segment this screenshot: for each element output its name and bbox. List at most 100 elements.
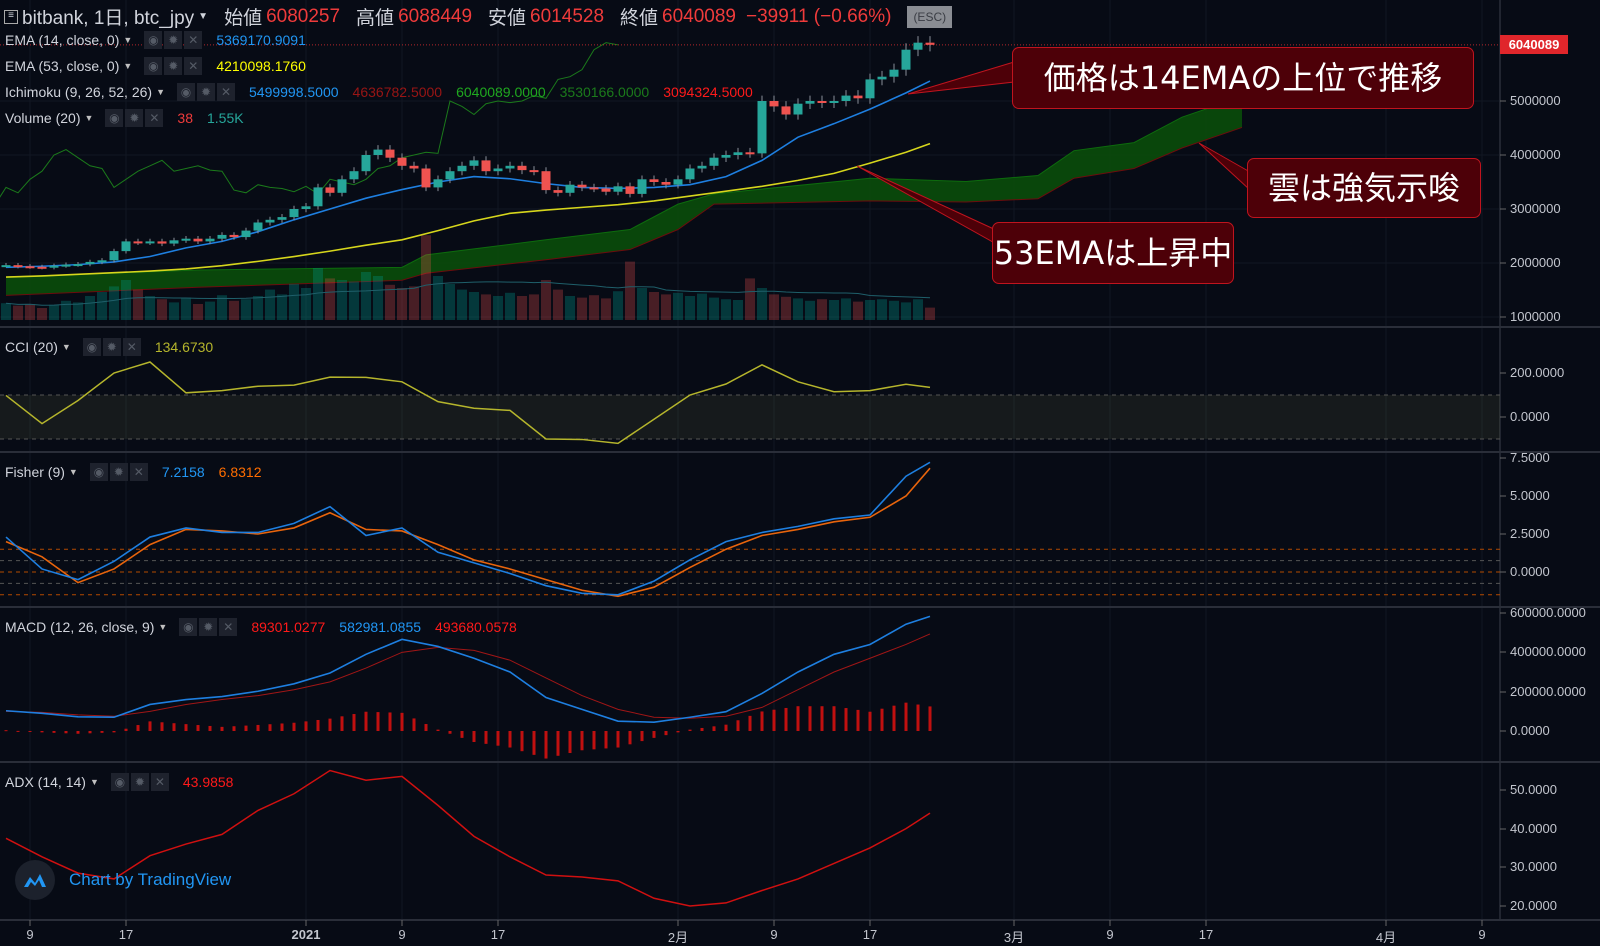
volume-bar <box>613 291 623 320</box>
candle-body <box>1 265 11 268</box>
indicator-value: 4636782.5000 <box>352 84 443 100</box>
chevron-down-icon[interactable]: ▼ <box>198 11 209 22</box>
candle-body <box>841 95 851 101</box>
volume-bar <box>433 276 443 320</box>
candle-body <box>613 186 623 192</box>
volume-bar <box>409 286 419 320</box>
visibility-icon[interactable]: ◉ <box>144 31 163 49</box>
close-icon[interactable]: ✕ <box>129 463 148 481</box>
gear-icon[interactable]: ✹ <box>164 31 183 49</box>
indicator-name[interactable]: EMA (53, close, 0) <box>5 58 120 74</box>
volume-bar <box>865 300 875 320</box>
macd-histogram-bar <box>520 731 524 752</box>
symbol-name[interactable]: bitbank, 1日, btc_jpy <box>22 8 195 29</box>
annotation-ema53-rising[interactable]: 53EMAは上昇中 <box>992 222 1234 284</box>
legend-ema14: EMA (14, close, 0) ▼ ◉ ✹ ✕ 5369170.9091 <box>5 31 314 49</box>
indicator-value: 6040089.0000 <box>456 84 546 100</box>
close-value: 6040089 <box>662 5 736 27</box>
candle-body <box>553 190 563 193</box>
chevron-down-icon[interactable]: ▼ <box>123 35 133 45</box>
visibility-icon[interactable]: ◉ <box>105 109 124 127</box>
visibility-icon[interactable]: ◉ <box>89 463 108 481</box>
chevron-down-icon[interactable]: ▼ <box>68 467 78 477</box>
menu-icon[interactable]: ≡ <box>4 9 18 24</box>
volume-bar <box>133 289 143 320</box>
esc-hint[interactable]: (ESC) <box>907 5 953 28</box>
gear-icon[interactable]: ✹ <box>125 109 144 127</box>
chevron-down-icon[interactable]: ▼ <box>123 61 133 71</box>
macd-histogram-bar <box>616 731 620 748</box>
open-value: 6080257 <box>266 5 341 27</box>
x-tick-label: 2021 <box>291 927 321 942</box>
macd-histogram-bar <box>232 726 236 731</box>
candle-body <box>109 251 119 261</box>
y-tick-label: 0.0000 <box>1510 409 1550 424</box>
candle-body <box>169 240 179 244</box>
annotation-cloud-bullish[interactable]: 雲は強気示唆 <box>1247 158 1481 218</box>
close-icon[interactable]: ✕ <box>184 57 203 75</box>
chevron-down-icon[interactable]: ▼ <box>61 342 71 352</box>
macd-histogram-bar <box>220 726 224 731</box>
macd-histogram-bar <box>64 731 68 734</box>
visibility-icon[interactable]: ◉ <box>110 773 129 791</box>
macd-histogram-bar <box>748 715 752 731</box>
tradingview-watermark[interactable]: Chart by TradingView <box>15 860 231 900</box>
y-tick-label: 5000000 <box>1510 93 1561 108</box>
volume-bar <box>745 278 755 320</box>
gear-icon[interactable]: ✹ <box>109 463 128 481</box>
chevron-down-icon[interactable]: ▼ <box>156 87 165 97</box>
legend-volume: Volume (20) ▼ ◉ ✹ ✕ 38 1.55K <box>5 109 252 127</box>
volume-bar <box>181 297 191 320</box>
macd-histogram-bar <box>736 720 740 731</box>
close-icon[interactable]: ✕ <box>122 338 141 356</box>
visibility-icon[interactable]: ◉ <box>144 57 163 75</box>
indicator-name[interactable]: EMA (14, close, 0) <box>5 32 120 48</box>
macd-histogram-bar <box>412 718 416 731</box>
macd-histogram-bar <box>136 725 140 731</box>
close-icon[interactable]: ✕ <box>150 773 169 791</box>
candle-body <box>289 209 299 218</box>
gear-icon[interactable]: ✹ <box>199 618 218 636</box>
macd-histogram-bar <box>244 725 248 731</box>
indicator-name[interactable]: CCI (20) <box>5 339 58 355</box>
indicator-name[interactable]: Fisher (9) <box>5 464 65 480</box>
gear-icon[interactable]: ✹ <box>102 338 121 356</box>
close-icon[interactable]: ✕ <box>184 31 203 49</box>
indicator-name[interactable]: Volume (20) <box>5 110 81 126</box>
volume-bar <box>697 293 707 320</box>
visibility-icon[interactable]: ◉ <box>179 618 198 636</box>
candle-body <box>625 186 635 194</box>
macd-histogram-bar <box>28 731 32 732</box>
macd-histogram-bar <box>388 712 392 731</box>
indicator-name[interactable]: MACD (12, 26, close, 9) <box>5 619 155 635</box>
volume-bar <box>625 261 635 320</box>
volume-bar <box>565 296 575 320</box>
chevron-down-icon[interactable]: ▼ <box>158 622 168 632</box>
volume-bar <box>793 298 803 320</box>
gear-icon[interactable]: ✹ <box>197 83 215 101</box>
indicator-value: 582981.0855 <box>339 619 422 635</box>
visibility-icon[interactable]: ◉ <box>82 338 101 356</box>
volume-bar <box>637 288 647 320</box>
watermark-text: Chart by TradingView <box>69 870 232 889</box>
macd-histogram-bar <box>544 731 548 759</box>
volume-bar <box>265 289 275 320</box>
visibility-icon[interactable]: ◉ <box>177 83 195 101</box>
high-value: 6088449 <box>398 5 473 27</box>
macd-histogram-bar <box>760 711 764 731</box>
chevron-down-icon[interactable]: ▼ <box>89 777 99 787</box>
indicator-name[interactable]: ADX (14, 14) <box>5 774 86 790</box>
indicator-name[interactable]: Ichimoku (9, 26, 52, 26) <box>5 84 153 100</box>
macd-histogram-bar <box>700 727 704 731</box>
candle-body <box>913 42 923 50</box>
chevron-down-icon[interactable]: ▼ <box>84 113 94 123</box>
indicator-value: 5499998.5000 <box>249 84 339 100</box>
close-icon[interactable]: ✕ <box>145 109 164 127</box>
close-icon[interactable]: ✕ <box>219 618 238 636</box>
annotation-price-above-ema14[interactable]: 価格は14EMAの上位で推移 <box>1012 47 1474 109</box>
volume-bar <box>445 284 455 320</box>
close-icon[interactable]: ✕ <box>217 83 235 101</box>
gear-icon[interactable]: ✹ <box>164 57 183 75</box>
gear-icon[interactable]: ✹ <box>130 773 149 791</box>
